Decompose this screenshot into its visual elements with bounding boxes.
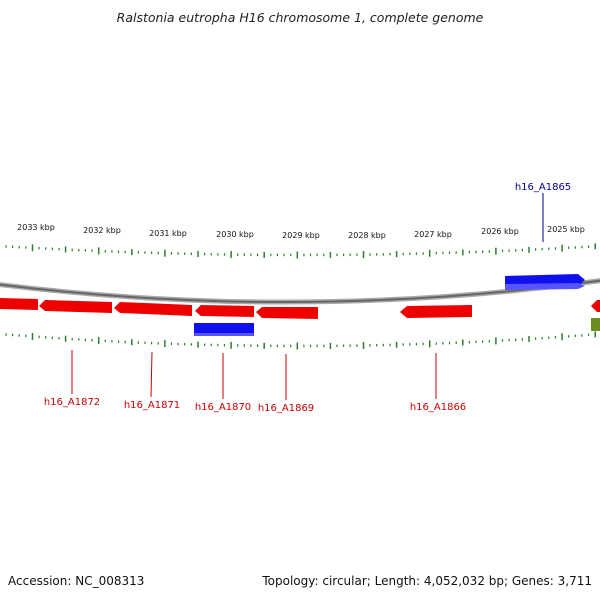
scale-label-2032: 2032 kbp — [83, 226, 121, 235]
gene-h16-A1873[interactable] — [0, 298, 38, 310]
scale-label-2030: 2030 kbp — [216, 230, 254, 239]
reverse-genes — [0, 298, 600, 319]
forward-genes — [505, 274, 585, 290]
gene-label-h16-A1871[interactable]: h16_A1871 — [124, 400, 180, 411]
gene-label-h16-A1872[interactable]: h16_A1872 — [44, 397, 100, 408]
leader-h16-A1871 — [150, 351, 153, 398]
scale-label-2027: 2027 kbp — [414, 230, 452, 239]
scale-label-2025: 2025 kbp — [547, 225, 585, 234]
lower-tick-marks — [5, 331, 596, 350]
accession-text: Accession: NC_008313 — [8, 574, 145, 588]
gene-leader-lines — [71, 193, 544, 400]
scale-label-2033: 2033 kbp — [17, 223, 55, 232]
gene-h16-A1870-shade — [194, 333, 254, 336]
gene-label-h16-A1866[interactable]: h16_A1866 — [410, 402, 466, 413]
gene-label-h16-A1869[interactable]: h16_A1869 — [258, 403, 314, 414]
gene-h16-A1872[interactable] — [39, 300, 112, 313]
gene-h16-A1865-shade — [505, 283, 585, 290]
scale-label-2028: 2028 kbp — [348, 231, 386, 240]
map-title: Ralstonia eutropha H16 chromosome 1, com… — [116, 10, 484, 25]
gene-h16-A1870-neighbor[interactable] — [195, 305, 254, 317]
gene-label-h16-A1865[interactable]: h16_A1865 — [515, 182, 571, 193]
chromosome-backbone-edge — [0, 279, 600, 304]
gene-h16-A1870[interactable] — [194, 323, 254, 335]
upper-scale: 2033 kbp 2032 kbp 2031 kbp 2030 kbp 2029… — [5, 223, 596, 259]
scale-label-2026: 2026 kbp — [481, 227, 519, 236]
gene-label-h16-A1870[interactable]: h16_A1870 — [195, 402, 251, 413]
scale-label-2029: 2029 kbp — [282, 231, 320, 240]
gene-h16-A1869[interactable] — [256, 307, 318, 319]
upper-tick-marks — [5, 243, 596, 259]
gene-partial-right[interactable] — [591, 300, 600, 312]
genome-summary-text: Topology: circular; Length: 4,052,032 bp… — [262, 574, 592, 588]
feature-partial-right[interactable] — [591, 318, 600, 331]
gene-h16-A1871[interactable] — [114, 302, 192, 316]
scale-label-2031: 2031 kbp — [149, 229, 187, 238]
gene-h16-A1866[interactable] — [400, 305, 472, 318]
